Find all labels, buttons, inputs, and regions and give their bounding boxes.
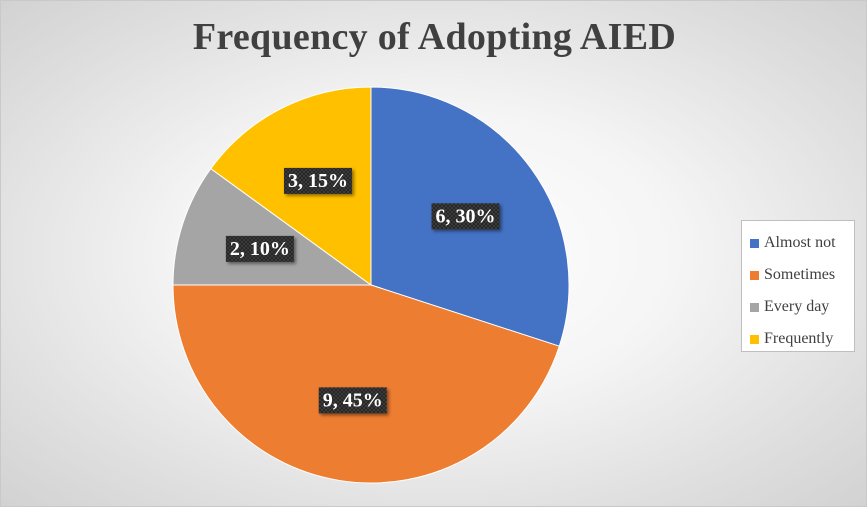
data-label-text: 2, 10% bbox=[230, 238, 290, 260]
legend-label-frequently: Frequently bbox=[764, 330, 834, 347]
legend-item-every-day: Every day bbox=[750, 291, 854, 323]
pie-slice-sometimes bbox=[172, 284, 560, 484]
data-label-box bbox=[318, 387, 387, 414]
legend-item-sometimes: Sometimes bbox=[750, 259, 854, 291]
data-label-almost-not: 6, 30% bbox=[431, 203, 500, 230]
data-label-text: 6, 30% bbox=[436, 205, 496, 227]
legend-swatch-every-day bbox=[750, 302, 759, 312]
legend-swatch-almost-not bbox=[750, 238, 759, 248]
legend-label-almost-not: Almost not bbox=[764, 234, 836, 251]
data-label-box bbox=[225, 235, 294, 262]
legend-label-every-day: Every day bbox=[764, 298, 830, 315]
legend-item-frequently: Frequently bbox=[750, 323, 854, 355]
chart-legend: Almost not Sometimes Every day Frequentl… bbox=[741, 220, 855, 352]
data-label-every-day: 2, 10% bbox=[225, 235, 294, 262]
legend-item-almost-not: Almost not bbox=[750, 227, 854, 259]
legend-swatch-sometimes bbox=[750, 270, 759, 280]
data-label-text: 3, 15% bbox=[288, 170, 348, 192]
chart-title: Frequency of Adopting AIED bbox=[192, 16, 677, 58]
pie-slice-every-day bbox=[172, 167, 373, 286]
data-label-sometimes: 9, 45% bbox=[318, 387, 387, 414]
legend-swatch-frequently bbox=[750, 334, 759, 344]
data-label-box bbox=[283, 167, 352, 194]
data-label-box bbox=[431, 203, 500, 230]
legend-label-sometimes: Sometimes bbox=[764, 266, 836, 283]
data-label-text: 9, 45% bbox=[323, 389, 383, 411]
data-label-frequently: 3, 15% bbox=[283, 167, 352, 194]
